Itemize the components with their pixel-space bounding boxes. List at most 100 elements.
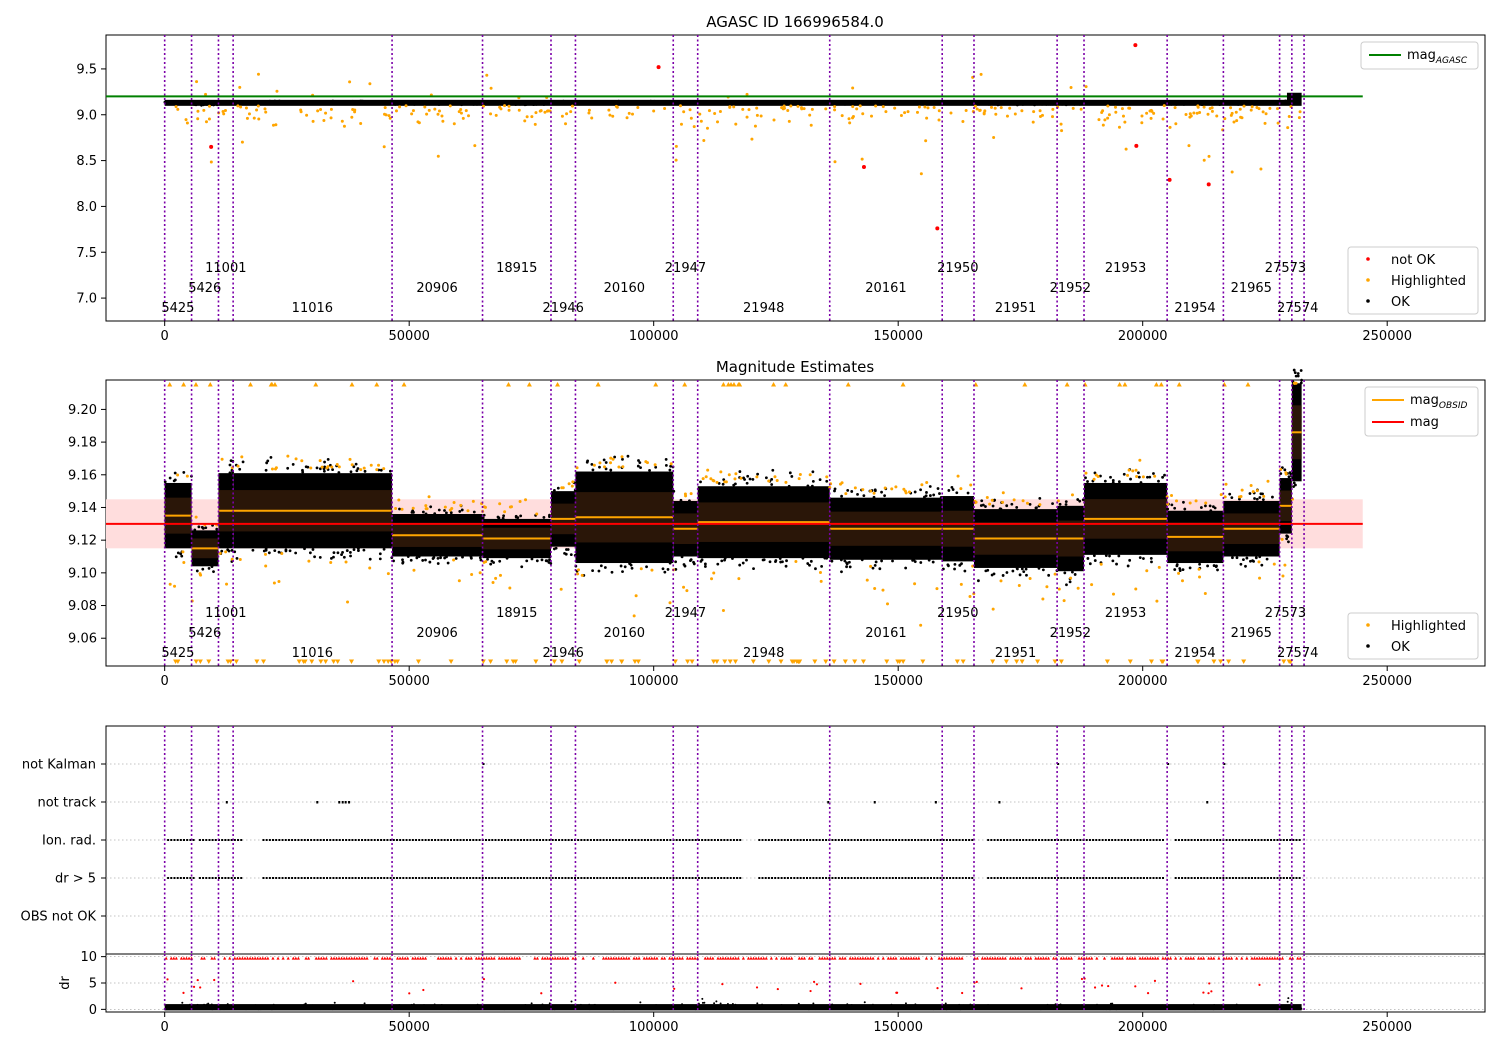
flag-point bbox=[1111, 839, 1114, 841]
highlighted-point bbox=[1255, 489, 1259, 493]
flag-point bbox=[230, 877, 233, 879]
dr-capped-marker bbox=[729, 956, 733, 960]
ok-point bbox=[449, 101, 453, 105]
ok-point bbox=[1299, 381, 1303, 385]
ok-point bbox=[977, 579, 980, 583]
ok-point bbox=[1231, 556, 1234, 560]
flag-point bbox=[411, 839, 414, 841]
dr-capped-marker bbox=[1202, 956, 1206, 960]
flag-point bbox=[936, 877, 939, 879]
flag-point bbox=[643, 839, 646, 841]
dr-point bbox=[975, 1004, 978, 1007]
dr-capped-marker bbox=[571, 956, 575, 960]
flag-point bbox=[399, 877, 402, 879]
ok-point bbox=[1279, 472, 1283, 476]
highlighted-point bbox=[423, 105, 427, 109]
ok-point bbox=[912, 101, 916, 105]
flag-point bbox=[815, 839, 818, 841]
ok-point bbox=[1285, 534, 1289, 538]
highlighted-point bbox=[329, 107, 333, 111]
flag-point bbox=[310, 839, 313, 841]
ok-point bbox=[762, 100, 766, 103]
ok-point bbox=[938, 492, 941, 495]
dr-high-point bbox=[809, 989, 812, 993]
dr-capped-marker bbox=[614, 956, 618, 960]
highlighted-point bbox=[353, 108, 357, 112]
ok-point bbox=[1040, 102, 1044, 106]
dr-point bbox=[319, 1008, 322, 1011]
dr-point bbox=[850, 1007, 853, 1010]
ok-point bbox=[664, 457, 668, 461]
ok-point bbox=[637, 459, 640, 462]
ok-point bbox=[1258, 555, 1262, 559]
flag-point bbox=[628, 877, 631, 879]
dr-capped-marker bbox=[375, 956, 379, 960]
highlighted-point bbox=[1045, 585, 1049, 589]
ok-point bbox=[419, 101, 423, 105]
flag-point bbox=[827, 801, 830, 804]
flag-point bbox=[723, 877, 726, 879]
highlighted-offscale-marker bbox=[181, 382, 187, 387]
highlighted-point bbox=[1057, 587, 1061, 591]
ok-point bbox=[880, 490, 883, 494]
ok-point bbox=[739, 101, 742, 105]
dr-capped-marker bbox=[810, 956, 814, 960]
highlighted-point bbox=[508, 586, 512, 590]
ok-point bbox=[356, 467, 360, 470]
ok-point bbox=[262, 100, 266, 104]
highlighted-point bbox=[503, 104, 507, 108]
dr-capped-marker bbox=[1095, 956, 1099, 960]
highlighted-point bbox=[775, 478, 779, 482]
ok-point bbox=[1149, 557, 1153, 560]
highlighted-point bbox=[580, 573, 584, 577]
highlighted-point bbox=[1127, 468, 1131, 472]
ok-point bbox=[1017, 101, 1021, 105]
ok-point bbox=[1150, 100, 1154, 104]
dr-capped-marker bbox=[741, 956, 745, 960]
ok-point bbox=[1140, 101, 1144, 105]
highlighted-point bbox=[772, 118, 776, 122]
flag-point bbox=[173, 839, 176, 841]
highlighted-point bbox=[1266, 479, 1270, 483]
highlighted-point bbox=[745, 115, 749, 119]
ok-point bbox=[681, 101, 685, 105]
flag-point bbox=[968, 839, 971, 841]
dr-point bbox=[780, 1003, 783, 1006]
flag-point bbox=[1219, 877, 1222, 879]
dr-capped-marker bbox=[228, 956, 232, 960]
highlighted-point bbox=[719, 470, 723, 474]
flag-point bbox=[1073, 877, 1076, 879]
y-tick-label: 8.5 bbox=[76, 154, 97, 169]
flag-point bbox=[548, 877, 551, 879]
dr-capped-marker bbox=[1059, 956, 1063, 960]
dr-point bbox=[366, 1007, 369, 1010]
dr-point bbox=[1265, 1006, 1268, 1009]
dr-point bbox=[962, 1004, 965, 1007]
dr-point bbox=[753, 1006, 756, 1009]
ok-point bbox=[1099, 474, 1102, 478]
dr-capped-marker bbox=[563, 956, 567, 960]
flag-point bbox=[640, 839, 643, 841]
highlighted-point bbox=[567, 482, 571, 486]
ok-point bbox=[1137, 475, 1141, 479]
flag-point bbox=[1092, 839, 1095, 841]
ok-point bbox=[938, 102, 942, 105]
highlighted-point bbox=[382, 467, 386, 471]
ok-point bbox=[266, 459, 270, 463]
flag-point bbox=[945, 839, 948, 841]
ok-point bbox=[322, 469, 326, 473]
flag-point bbox=[764, 877, 767, 879]
flag-point bbox=[917, 877, 920, 879]
ok-point bbox=[548, 515, 551, 518]
flag-point bbox=[227, 839, 230, 841]
flag-point bbox=[678, 839, 681, 841]
flag-point bbox=[192, 877, 195, 879]
dr-capped-marker bbox=[352, 956, 356, 960]
obsid-label: 20160 bbox=[604, 281, 645, 296]
flag-point bbox=[863, 877, 866, 879]
dr-point bbox=[736, 1005, 739, 1008]
ok-point bbox=[374, 100, 378, 104]
flag-point bbox=[704, 877, 707, 879]
ok-point bbox=[679, 498, 683, 502]
ok-point bbox=[744, 100, 748, 104]
